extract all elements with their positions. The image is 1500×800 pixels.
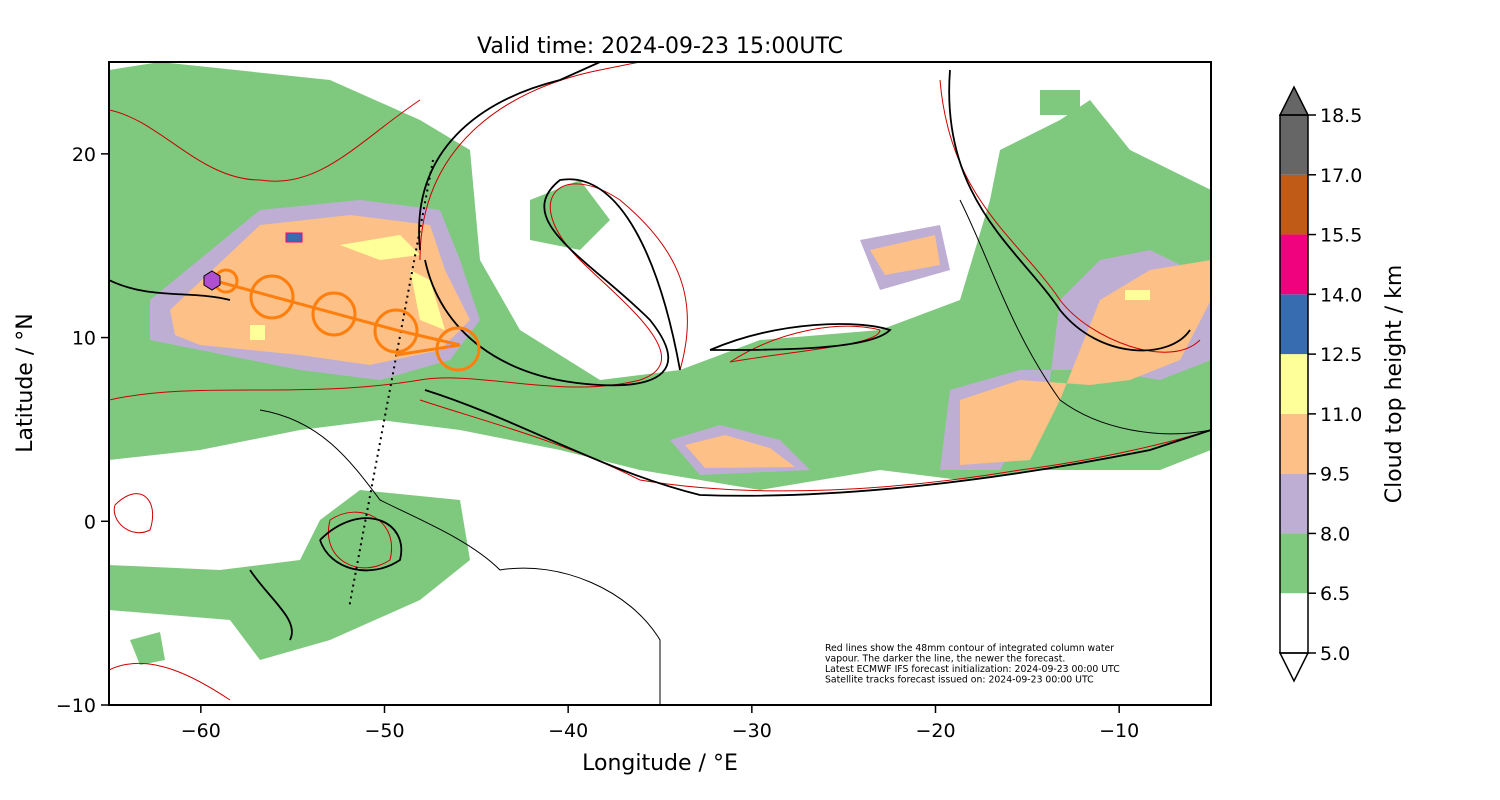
colorbar-frame: [1279, 114, 1309, 654]
annotation: vapour. The darker the line, the newer t…: [825, 654, 1065, 665]
colorbar-tick-label: 12.5: [1320, 344, 1362, 366]
y-tick-label: 20: [72, 144, 96, 166]
y-tick-label: 0: [84, 511, 96, 533]
colorbar-tick-label: 8.0: [1320, 523, 1350, 545]
colorbar-tick-label: 5.0: [1320, 643, 1350, 665]
colorbar-bin: [1280, 234, 1308, 295]
colorbar-tick-label: 14.0: [1320, 284, 1362, 306]
y-axis-label: Latitude / °N: [13, 313, 38, 452]
colorbar-tick-label: 18.5: [1320, 105, 1362, 127]
x-tick-label: −50: [364, 720, 404, 742]
cloud-low: [109, 62, 1211, 665]
colorbar-bin: [1280, 354, 1308, 414]
colorbar-tick-label: 17.0: [1320, 165, 1362, 187]
colorbar-bin: [1280, 593, 1308, 653]
x-tick-label: −40: [548, 720, 588, 742]
annotation: Satellite tracks forecast issued on: 202…: [825, 675, 1094, 686]
x-axis-label: Longitude / °E: [582, 751, 738, 776]
colorbar-bin: [1280, 174, 1308, 235]
x-tick-label: −20: [915, 720, 955, 742]
colorbar-tick-label: 11.0: [1320, 404, 1362, 426]
storm-track: [211, 268, 481, 372]
colorbar-label: Cloud top height / km: [1382, 265, 1407, 504]
chart-title: Valid time: 2024-09-23 15:00UTC: [477, 34, 843, 59]
colorbar-extend-top: [1278, 85, 1310, 116]
colorbar-bin: [1280, 413, 1308, 474]
cloud-top: [250, 235, 1150, 340]
storm-position: [203, 270, 221, 291]
cloud-very-high: [285, 232, 303, 243]
colorbar-bin: [1280, 533, 1308, 594]
satellite-contours: [109, 62, 1211, 641]
x-tick-label: −10: [1099, 720, 1139, 742]
colorbar-tick-label: 9.5: [1320, 464, 1350, 486]
colorbar-bin: [1280, 473, 1308, 534]
plot-frame: [108, 61, 1212, 706]
colorbar-tick-label: 15.5: [1320, 225, 1362, 247]
annotation: Latest ECMWF IFS forecast initialization…: [825, 664, 1120, 675]
colorbar-extend-bottom: [1278, 652, 1310, 683]
x-tick-label: −60: [181, 720, 221, 742]
x-tick-label: −30: [732, 720, 772, 742]
y-tick-label: 10: [72, 328, 96, 350]
colorbar-bin: [1280, 294, 1308, 355]
colorbar-bin: [1280, 115, 1308, 175]
map-layers: [109, 62, 1211, 705]
annotation: Red lines show the 48mm contour of integ…: [825, 643, 1114, 654]
y-tick-label: −10: [56, 695, 96, 717]
colorbar-tick-label: 6.5: [1320, 583, 1350, 605]
coastline: [959, 199, 1211, 435]
coastline: [259, 409, 661, 705]
satellite-ground-track: [348, 159, 434, 609]
